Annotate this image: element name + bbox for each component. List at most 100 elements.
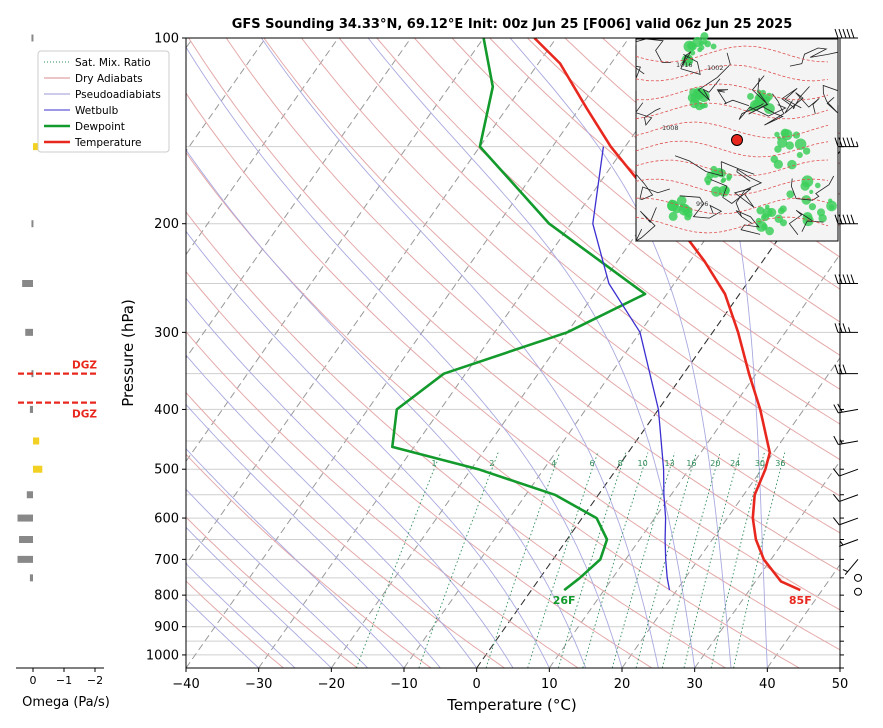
y-axis-label: Pressure (hPa) [119, 299, 137, 407]
precip-patch [828, 198, 832, 202]
omega-bar [33, 143, 38, 150]
precip-patch [774, 146, 781, 153]
mixing-ratio-label: 30 [755, 459, 765, 468]
mixing-ratio-label: 6 [590, 459, 595, 468]
x-tick-label: 30 [686, 677, 703, 692]
y-tick-label: 200 [154, 217, 179, 232]
precip-patch [706, 180, 711, 185]
omega-bar [31, 35, 33, 42]
mixing-ratio-label: 8 [618, 459, 623, 468]
precip-patch [687, 42, 695, 50]
x-tick-label: 10 [541, 677, 558, 692]
omega-bar [33, 466, 42, 473]
legend-label: Temperature [74, 137, 142, 149]
precip-patch [711, 44, 717, 50]
map-contour-label: 996 [696, 200, 708, 208]
omega-bar [18, 556, 34, 563]
precip-patch [787, 160, 796, 169]
precip-patch [667, 200, 678, 211]
omega-bar [33, 437, 39, 444]
omega-bar [18, 515, 34, 522]
map-contour-label: 1016 [676, 61, 693, 69]
precip-patch [690, 99, 700, 109]
y-tick-label: 800 [154, 589, 179, 604]
precip-patch [747, 93, 754, 100]
omega-bar [25, 329, 33, 336]
precip-patch [809, 190, 813, 194]
y-tick-label: 100 [154, 32, 179, 47]
x-tick-label: −40 [172, 677, 199, 692]
precip-patch [775, 215, 783, 223]
precip-patch [800, 181, 809, 190]
omega-bar [31, 220, 33, 227]
mixing-ratio-label: 24 [730, 459, 740, 468]
legend-label: Sat. Mix. Ratio [75, 57, 151, 69]
location-marker [732, 135, 743, 146]
omega-bar [30, 574, 33, 581]
x-tick-label: 40 [759, 677, 776, 692]
omega-tick-label: −2 [87, 674, 103, 687]
mixing-ratio-label: 10 [638, 459, 648, 468]
legend-label: Dry Adiabats [75, 73, 143, 85]
surface-temperature-label: 85F [789, 594, 812, 607]
precip-patch [797, 152, 803, 158]
precip-patch [721, 177, 726, 182]
precip-patch [700, 32, 708, 40]
inset-map: 1016 1008 1002 996 [636, 32, 838, 241]
y-tick-label: 1000 [146, 648, 179, 663]
omega-tick-label: 0 [30, 674, 37, 687]
precip-patch [774, 160, 783, 169]
legend-label: Wetbulb [75, 105, 119, 117]
precip-patch [699, 41, 704, 46]
mixing-ratio-label: 36 [775, 459, 785, 468]
y-tick-label: 600 [154, 512, 179, 527]
omega-tick-label: −1 [56, 674, 72, 687]
omega-bar [19, 536, 33, 543]
precip-patch [756, 218, 762, 224]
mixing-ratio-label: 2 [489, 459, 494, 468]
precip-patch [803, 147, 810, 154]
precip-patch [774, 132, 779, 137]
omega-bar [27, 491, 33, 498]
mixing-ratio-label: 4 [551, 459, 556, 468]
surface-dewpoint-label: 26F [553, 594, 576, 607]
y-tick-label: 400 [154, 403, 179, 418]
precip-patch [786, 141, 794, 149]
y-tick-label: 900 [154, 620, 179, 635]
dgz-label: DGZ [72, 409, 97, 421]
legend-label: Pseudoadiabiats [75, 89, 161, 101]
y-tick-label: 700 [154, 553, 179, 568]
omega-axis-label: Omega (Pa/s) [22, 695, 110, 710]
x-tick-label: −30 [245, 677, 272, 692]
mixing-ratio-label: 1 [432, 459, 437, 468]
precip-patch [786, 190, 794, 198]
mixing-ratio-label: 13 [665, 459, 675, 468]
precip-patch [815, 183, 821, 189]
chart-legend: Sat. Mix. Ratio Dry Adiabats Pseudoadiabia… [38, 51, 169, 152]
y-tick-label: 300 [154, 326, 179, 341]
mixing-ratio-label: 16 [686, 459, 696, 468]
legend-label: Dewpoint [75, 121, 125, 133]
precip-patch [704, 40, 711, 47]
x-axis-label: Temperature (°C) [446, 696, 576, 714]
omega-bar [22, 280, 33, 287]
precip-patch [809, 203, 816, 210]
x-tick-label: 20 [614, 677, 631, 692]
map-contour-label: 1002 [707, 64, 724, 72]
x-tick-label: −10 [390, 677, 417, 692]
precip-patch [767, 208, 776, 217]
dgz-label: DGZ [72, 360, 97, 372]
omega-bar [30, 406, 33, 413]
mixing-ratio-label: 20 [710, 459, 720, 468]
x-tick-label: 0 [473, 677, 481, 692]
map-contour-label: 1008 [662, 124, 679, 132]
chart-title: GFS Sounding 34.33°N, 69.12°E Init: 00z … [232, 17, 793, 32]
precip-patch [780, 205, 787, 212]
precip-patch [829, 204, 834, 209]
precip-patch [703, 103, 708, 108]
x-tick-label: −20 [318, 677, 345, 692]
precip-patch [817, 208, 825, 216]
x-tick-label: 50 [832, 677, 849, 692]
